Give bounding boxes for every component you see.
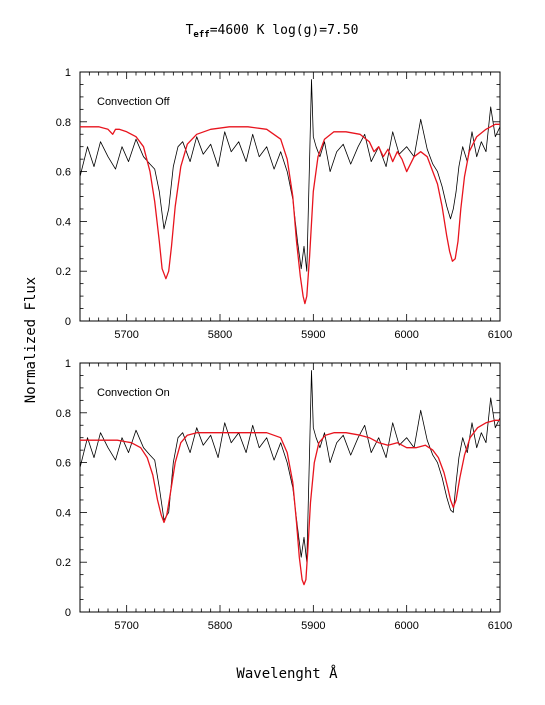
series-model-line bbox=[80, 419, 500, 586]
x-tick-label-5900: 5900 bbox=[301, 329, 325, 341]
x-tick-label-6000: 6000 bbox=[394, 620, 418, 632]
series-model-line bbox=[80, 123, 500, 305]
plot-frame bbox=[79, 362, 501, 613]
title-subscript-eff: eff bbox=[193, 30, 209, 40]
y-tick-label-1: 1 bbox=[65, 358, 71, 370]
x-axis-label: Wavelenght Å bbox=[236, 665, 338, 682]
x-tick-label-6000: 6000 bbox=[394, 329, 418, 341]
y-tick-label-1: 1 bbox=[65, 67, 71, 79]
y-tick-label-0-4: 0.4 bbox=[56, 507, 71, 519]
panel-label-convection-on: Convection On bbox=[97, 387, 170, 399]
x-tick-label-5800: 5800 bbox=[208, 620, 232, 632]
y-tick-label-0-6: 0.6 bbox=[56, 458, 71, 470]
y-axis-label: Normalized Flux bbox=[23, 277, 39, 403]
y-tick-label-0-2: 0.2 bbox=[56, 266, 71, 278]
y-tick-label-0-8: 0.8 bbox=[56, 408, 71, 420]
y-tick-label-0-6: 0.6 bbox=[56, 167, 71, 179]
y-tick-label-0: 0 bbox=[65, 316, 71, 328]
title-t: T bbox=[186, 23, 194, 38]
x-tick-label-5900: 5900 bbox=[301, 620, 325, 632]
panel-convection-on: 5700 5800 5900 6000 6100 0 0.2 0.4 0.6 0.8 1 Convec… bbox=[56, 358, 513, 632]
x-tick-label-5700: 5700 bbox=[114, 329, 138, 341]
y-tick-label-0-8: 0.8 bbox=[56, 117, 71, 129]
y-tick-label-0: 0 bbox=[65, 607, 71, 619]
x-tick-label-6100: 6100 bbox=[488, 329, 512, 341]
x-tick-label-6100: 6100 bbox=[488, 620, 512, 632]
x-tick-label-5800: 5800 bbox=[208, 329, 232, 341]
title-rest: =4600 K log(g)=7.50 bbox=[210, 23, 359, 38]
panel-convection-off: 5700 5800 5900 6000 6100 0 0.2 0.4 0.6 0.8 1 Convec… bbox=[56, 67, 513, 341]
chart-title: Teff=4600 K log(g)=7.50 bbox=[186, 23, 359, 40]
series-observed-line bbox=[79, 79, 501, 272]
plot-frame bbox=[79, 71, 501, 322]
x-tick-label-5700: 5700 bbox=[114, 620, 138, 632]
series-observed-line bbox=[79, 370, 501, 563]
y-tick-label-0-2: 0.2 bbox=[56, 557, 71, 569]
y-tick-label-0-4: 0.4 bbox=[56, 216, 71, 228]
panel-label-convection-off: Convection Off bbox=[97, 96, 171, 108]
